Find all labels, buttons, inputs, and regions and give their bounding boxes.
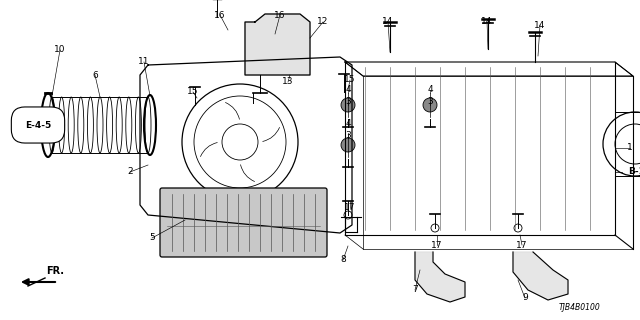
Text: 17: 17 bbox=[516, 241, 528, 250]
Text: 17: 17 bbox=[431, 241, 443, 250]
Text: 14: 14 bbox=[534, 20, 546, 29]
Polygon shape bbox=[513, 252, 568, 300]
Text: B-1-5: B-1-5 bbox=[628, 167, 640, 177]
Text: 3: 3 bbox=[345, 131, 351, 140]
Text: 7: 7 bbox=[412, 285, 418, 294]
Text: 15: 15 bbox=[188, 87, 199, 97]
Polygon shape bbox=[415, 252, 465, 302]
Circle shape bbox=[423, 98, 437, 112]
Text: 10: 10 bbox=[54, 45, 66, 54]
Text: 4: 4 bbox=[345, 85, 351, 94]
Text: 4: 4 bbox=[427, 85, 433, 94]
Text: 15: 15 bbox=[344, 76, 356, 84]
Text: 14: 14 bbox=[481, 18, 493, 27]
Text: 8: 8 bbox=[340, 255, 346, 265]
Text: E-4-5: E-4-5 bbox=[25, 121, 51, 130]
Text: 6: 6 bbox=[92, 70, 98, 79]
Text: 17: 17 bbox=[344, 204, 356, 212]
Text: 14: 14 bbox=[382, 18, 394, 27]
Text: 12: 12 bbox=[317, 18, 329, 27]
Text: FR.: FR. bbox=[46, 266, 64, 276]
Text: 4: 4 bbox=[345, 118, 351, 127]
Circle shape bbox=[341, 98, 355, 112]
FancyBboxPatch shape bbox=[160, 188, 327, 257]
Text: 16: 16 bbox=[275, 11, 285, 20]
Text: 3: 3 bbox=[345, 98, 351, 107]
Text: 3: 3 bbox=[427, 98, 433, 107]
Circle shape bbox=[341, 138, 355, 152]
Text: 1: 1 bbox=[627, 143, 633, 153]
Text: 5: 5 bbox=[149, 234, 155, 243]
Text: 16: 16 bbox=[214, 11, 226, 20]
Text: 2: 2 bbox=[127, 167, 133, 177]
Text: 11: 11 bbox=[138, 58, 150, 67]
Text: TJB4B0100: TJB4B0100 bbox=[559, 303, 601, 312]
Text: 13: 13 bbox=[282, 77, 294, 86]
Polygon shape bbox=[245, 14, 310, 75]
Text: 9: 9 bbox=[522, 293, 528, 302]
